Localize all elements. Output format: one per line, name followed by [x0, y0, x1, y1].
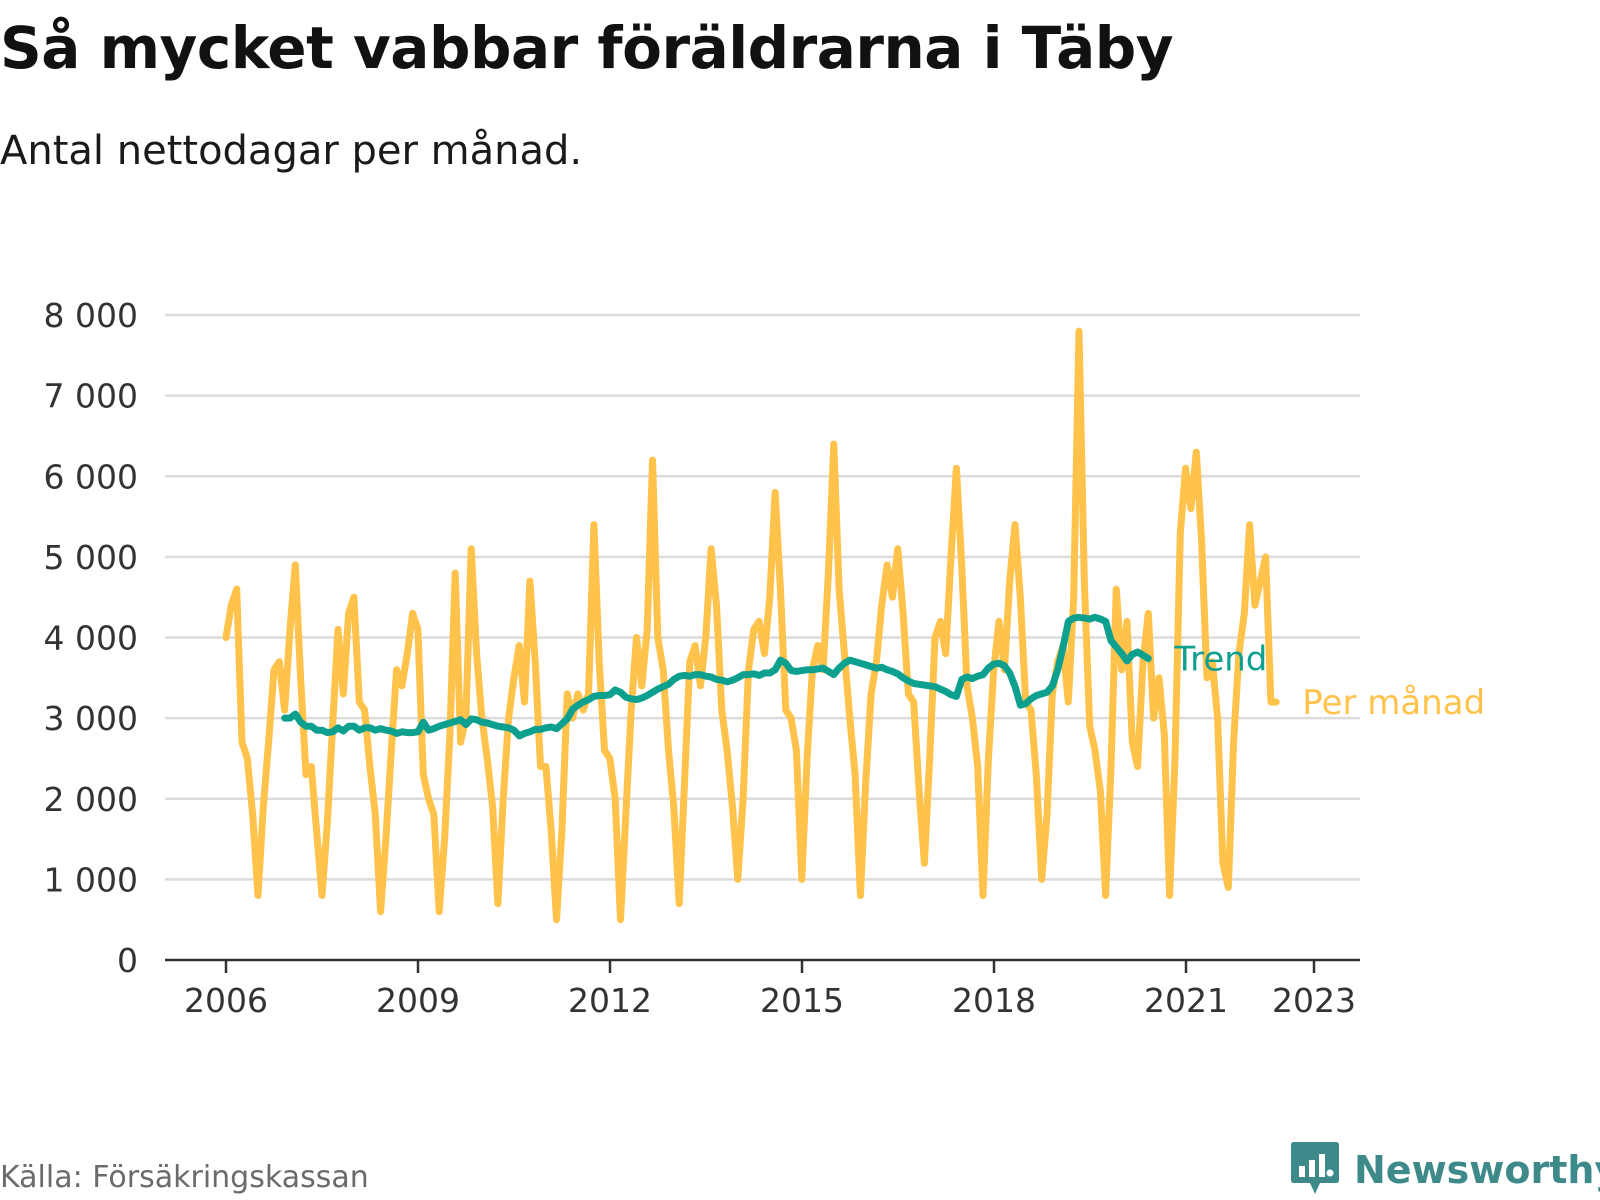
x-tick-label: 2006: [184, 981, 268, 1020]
x-tick-label: 2012: [568, 981, 652, 1020]
y-tick-label: 8 000: [44, 296, 138, 335]
brand-name: Newsworthy: [1354, 1148, 1600, 1192]
x-axis-ticks: 2006 2009 2012 2015 2018 2021 2023: [184, 960, 1356, 1020]
x-tick-label: 2009: [376, 981, 460, 1020]
y-tick-label: 4 000: [44, 619, 138, 658]
line-chart: 0 1 000 2 000 3 000 4 000 5 000 6 000 7 000 8 00…: [44, 296, 1486, 1020]
y-tick-label: 7 000: [44, 377, 138, 416]
series-label-trend: Trend: [1173, 639, 1267, 679]
x-tick-label: 2023: [1272, 981, 1356, 1020]
series-label-per-m-nad: Per månad: [1302, 683, 1485, 723]
chart-series: [222, 327, 1280, 924]
series-line-trend: [281, 613, 1152, 740]
y-tick-label: 6 000: [44, 457, 138, 496]
source-credit: Källa: Försäkringskassan: [0, 1160, 369, 1195]
chart-title: Så mycket vabbar föräldrarna i Täby: [0, 14, 1174, 82]
y-tick-label: 0: [117, 941, 138, 980]
series-line-per-m-nad: [222, 327, 1280, 924]
x-tick-label: 2015: [760, 981, 844, 1020]
x-tick-label: 2018: [952, 981, 1036, 1020]
bar-chart-speech-bubble-icon: [1290, 1140, 1340, 1200]
y-tick-label: 1 000: [44, 860, 138, 899]
brand-logo: Newsworthy: [1290, 1140, 1600, 1200]
y-tick-label: 2 000: [44, 780, 138, 819]
x-tick-label: 2021: [1144, 981, 1228, 1020]
gridlines: [165, 313, 1360, 881]
chart-subtitle: Antal nettodagar per månad.: [0, 128, 583, 174]
y-tick-label: 5 000: [44, 538, 138, 577]
y-axis-ticks: 0 1 000 2 000 3 000 4 000 5 000 6 000 7 000 8 00…: [44, 296, 138, 980]
series-labels: Trend Per månad: [1173, 639, 1485, 723]
y-tick-label: 3 000: [44, 699, 138, 738]
